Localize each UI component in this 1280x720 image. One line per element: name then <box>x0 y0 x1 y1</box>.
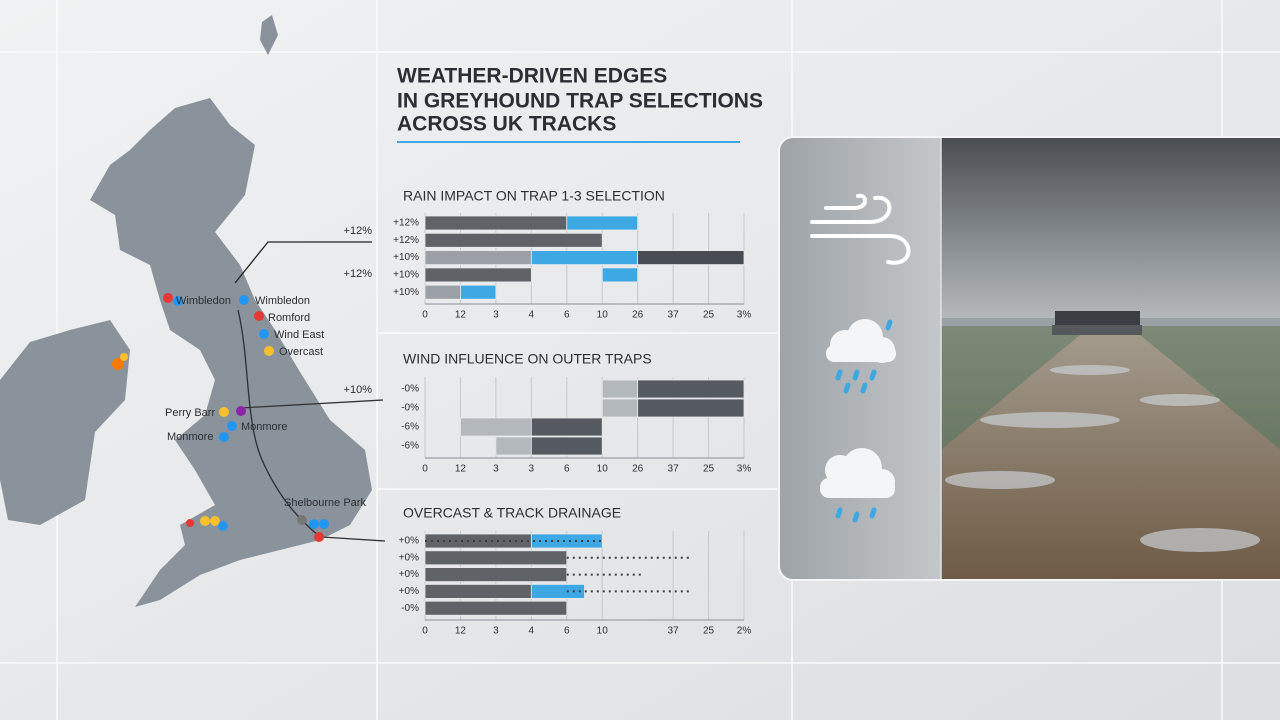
weather-icons <box>810 193 911 523</box>
x-tick-label: 3% <box>737 464 752 475</box>
row-label: +12% <box>393 235 419 246</box>
bar <box>460 284 497 300</box>
row-label: -6% <box>401 441 419 452</box>
x-tick-label: 0 <box>422 626 428 637</box>
row-label: -0% <box>401 403 419 414</box>
x-tick-label: 3 <box>493 464 499 475</box>
bar <box>530 250 639 266</box>
map-label: Perry Barr <box>165 407 215 419</box>
bar <box>424 567 568 582</box>
bar <box>530 436 603 456</box>
x-tick-label: 10 <box>597 464 609 475</box>
x-tick-label: 37 <box>668 464 680 475</box>
x-tick-label: 26 <box>632 310 644 321</box>
map-label: Wimbledon <box>255 295 310 307</box>
x-tick-label: 12 <box>455 310 467 321</box>
bar <box>424 232 603 248</box>
map-dots <box>112 293 329 542</box>
bar <box>530 584 585 599</box>
uk-map <box>0 15 372 607</box>
x-tick-label: 4 <box>529 626 535 637</box>
row-label: +0% <box>399 586 419 597</box>
bar <box>566 215 639 231</box>
chart-title: OVERCAST & TRACK DRAINAGE <box>403 505 621 521</box>
title-block: WEATHER-DRIVEN EDGES IN GREYHOUND TRAP S… <box>397 65 763 136</box>
title-underline <box>397 141 740 143</box>
x-tick-label: 37 <box>668 310 680 321</box>
bar <box>460 417 532 437</box>
map-callout: +10% <box>344 384 373 396</box>
row-label: -0% <box>401 603 419 614</box>
bar <box>601 379 639 399</box>
x-tick-label: 26 <box>632 464 644 475</box>
x-tick-label: 10 <box>597 626 609 637</box>
title-line: ACROSS UK TRACKS <box>397 113 616 136</box>
x-tick-label: 37 <box>668 626 680 637</box>
x-tick-label: 12 <box>455 464 467 475</box>
row-label: +10% <box>393 287 419 298</box>
x-tick-label: 25 <box>703 464 715 475</box>
map-label: Monmore <box>241 421 287 433</box>
photo-frame <box>778 136 1280 581</box>
x-tick-label: 6 <box>564 310 570 321</box>
row-label: +0% <box>399 536 419 547</box>
x-tick-label: 25 <box>703 310 715 321</box>
x-tick-label: 12 <box>455 626 467 637</box>
chart-title: WIND INFLUENCE ON OUTER TRAPS <box>403 351 652 367</box>
map-callout: +12% <box>344 225 373 237</box>
bar <box>424 584 532 599</box>
bar <box>637 379 745 399</box>
x-tick-label: 25 <box>703 626 715 637</box>
map-label: Wimbledon <box>176 295 231 307</box>
map-callout: +12% <box>344 268 373 280</box>
bar <box>424 284 461 300</box>
x-tick-label: 10 <box>597 310 609 321</box>
row-label: -0% <box>401 384 419 395</box>
map-label: Shelbourne Park <box>284 497 366 509</box>
x-tick-label: 2% <box>737 626 752 637</box>
bar <box>424 250 532 266</box>
map-label: Wind East <box>274 329 324 341</box>
bar <box>637 250 745 266</box>
row-label: +12% <box>393 218 419 229</box>
map-label: Romford <box>268 312 310 324</box>
x-tick-label: 4 <box>529 310 535 321</box>
row-label: +0% <box>399 552 419 563</box>
x-tick-label: 6 <box>564 626 570 637</box>
chart-title: RAIN IMPACT ON TRAP 1-3 SELECTION <box>403 188 665 204</box>
bar <box>601 398 639 418</box>
bar <box>637 398 745 418</box>
bar <box>424 267 532 283</box>
bar <box>530 417 603 437</box>
row-label: +0% <box>399 569 419 580</box>
x-tick-label: 3 <box>493 626 499 637</box>
row-label: +10% <box>393 252 419 263</box>
map-label: Overcast <box>279 346 323 358</box>
title-line: IN GREYHOUND TRAP SELECTIONS <box>397 90 763 113</box>
x-tick-label: 6 <box>564 464 570 475</box>
map-label: Monmore <box>167 431 213 443</box>
x-tick-label: 3% <box>737 310 752 321</box>
x-tick-label: 3 <box>493 310 499 321</box>
bar <box>424 550 568 566</box>
x-tick-label: 0 <box>422 464 428 475</box>
bar <box>424 215 568 231</box>
row-label: +10% <box>393 270 419 281</box>
title-line: WEATHER-DRIVEN EDGES <box>397 65 667 88</box>
bar <box>495 436 532 456</box>
x-tick-label: 0 <box>422 310 428 321</box>
row-label: -6% <box>401 422 419 433</box>
x-tick-label: 3 <box>529 464 535 475</box>
bar <box>424 600 568 616</box>
bar <box>530 533 603 549</box>
bar <box>601 267 639 283</box>
